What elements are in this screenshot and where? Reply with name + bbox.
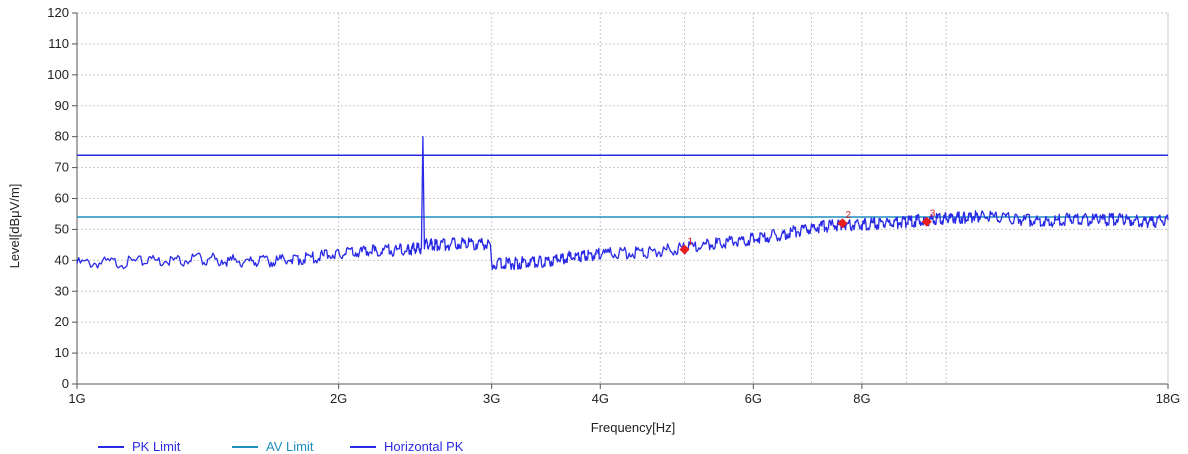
x-tick-label: 4G <box>592 391 609 406</box>
x-axis-title: Frequency[Hz] <box>591 420 676 435</box>
markers: 1 2 3 <box>679 209 936 255</box>
y-tick-label: 60 <box>55 191 69 206</box>
y-tick-label: 40 <box>55 252 69 267</box>
y-tick-label: 20 <box>55 314 69 329</box>
marker-point <box>837 218 848 229</box>
y-tick-label: 110 <box>48 36 69 51</box>
tick-labels: 0 10 20 30 40 50 60 70 80 90 100 110 120 1G 2G 3G 4G 6G 8G… <box>47 5 1180 406</box>
y-tick-label: 0 <box>62 376 69 391</box>
x-tick-label: 8G <box>853 391 870 406</box>
marker-point <box>679 244 690 255</box>
y-tick-label: 10 <box>55 345 69 360</box>
y-tick-label: 30 <box>55 283 69 298</box>
y-tick-label: 100 <box>47 67 69 82</box>
y-axis-title: Level[dBμV/m] <box>7 184 22 269</box>
y-tick-label: 50 <box>55 221 69 236</box>
y-tick-label: 90 <box>55 98 69 113</box>
x-tick-label: 3G <box>483 391 500 406</box>
series-line <box>76 136 1169 271</box>
y-tick-label: 80 <box>55 129 69 144</box>
marker-label: 1 <box>687 237 693 248</box>
marker-label: 3 <box>930 209 936 220</box>
marker-point <box>921 216 932 227</box>
y-tick-label: 120 <box>47 5 69 20</box>
x-tick-label: 6G <box>745 391 762 406</box>
series-layer <box>76 136 1169 271</box>
marker-label: 2 <box>846 210 852 221</box>
legend-label: AV Limit <box>266 439 314 454</box>
legend-label: PK Limit <box>132 439 181 454</box>
y-tick-label: 70 <box>55 160 69 175</box>
legend-label: Horizontal PK <box>384 439 464 454</box>
legend: PK Limit AV Limit Horizontal PK <box>98 439 464 454</box>
grid-lines <box>76 12 1169 385</box>
x-tick-label: 1G <box>68 391 85 406</box>
x-tick-label: 18G <box>1156 391 1181 406</box>
x-tick-label: 2G <box>330 391 347 406</box>
